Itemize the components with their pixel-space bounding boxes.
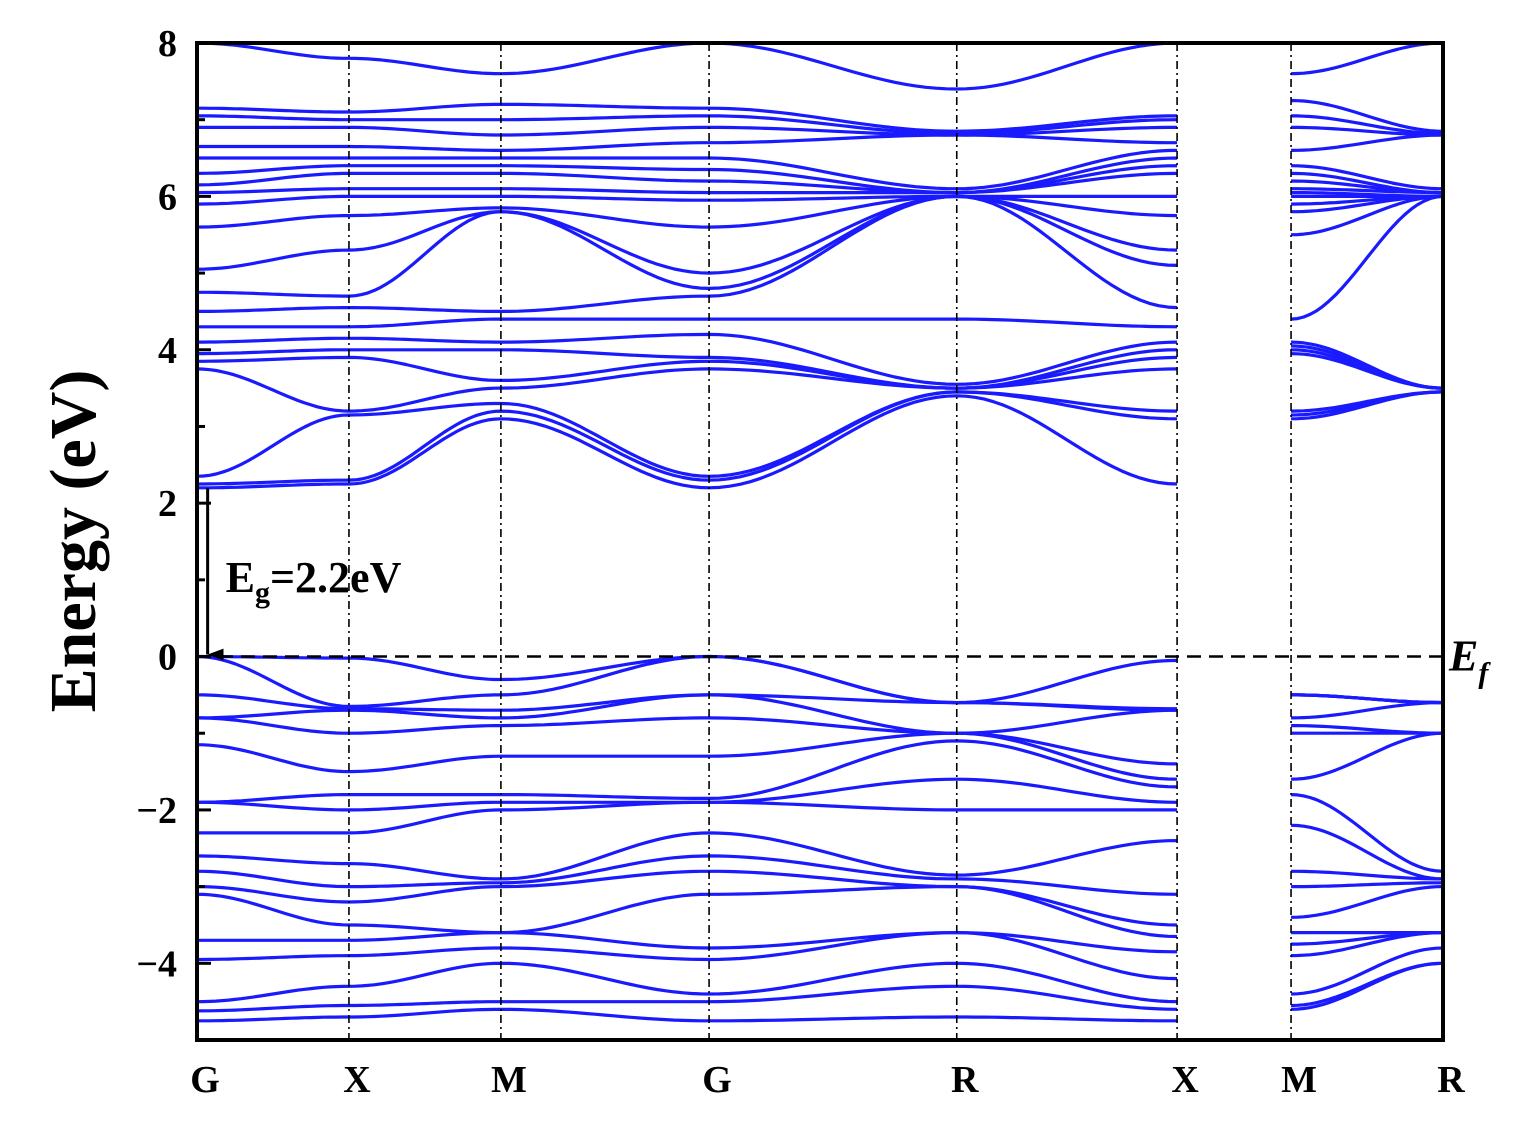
fermi-level-label: Ef	[1448, 632, 1491, 690]
y-tick-label: −2	[136, 790, 177, 832]
y-axis-title: Energy (eV)	[37, 370, 110, 713]
missing-segment-region	[1177, 43, 1292, 1040]
x-tick-label-G: G	[702, 1059, 732, 1101]
y-tick-label: 4	[158, 330, 177, 372]
x-tick-label-R: R	[1437, 1059, 1465, 1101]
fermi-label-main: E	[1448, 632, 1478, 681]
fermi-label-sub: f	[1478, 657, 1491, 690]
y-tick-label: 8	[158, 23, 177, 65]
band-gap-label-main: E	[226, 553, 255, 602]
x-tick-label-G: G	[190, 1059, 220, 1101]
band-gap-label-value: =2.2eV	[270, 553, 402, 602]
x-tick-label-M: M	[491, 1059, 527, 1101]
x-tick-label-X: X	[343, 1059, 370, 1101]
y-axis-ticks: −4 −2 0 2 4 6 8	[136, 23, 211, 985]
y-tick-label: 0	[158, 637, 177, 679]
x-tick-label-X: X	[1171, 1059, 1198, 1101]
x-tick-label-M: M	[1281, 1059, 1317, 1101]
high-symmetry-lines	[348, 43, 1292, 1040]
plot-frame	[195, 41, 1445, 1042]
y-tick-label: 2	[158, 483, 177, 525]
y-tick-label: 6	[158, 176, 177, 218]
band-gap-label-sub: g	[255, 576, 270, 609]
x-tick-label-R: R	[951, 1059, 979, 1101]
band-gap-label: Eg=2.2eV	[226, 553, 402, 609]
y-tick-label: −4	[136, 943, 177, 985]
